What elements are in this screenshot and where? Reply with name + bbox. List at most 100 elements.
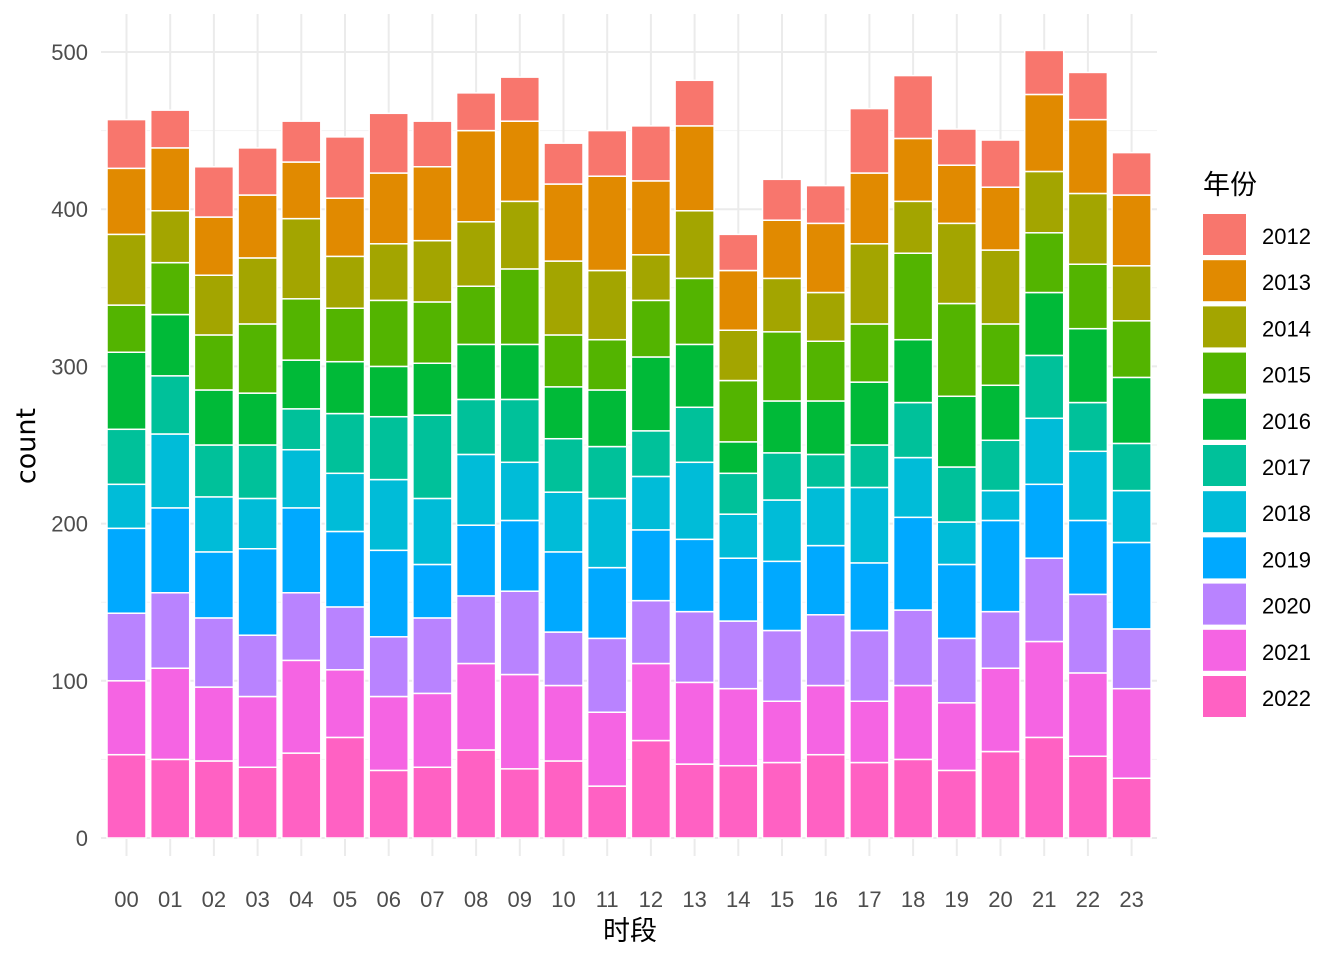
bar-segment-14-2022 xyxy=(718,764,759,839)
bar-segment-05-2013 xyxy=(324,197,366,258)
bar-segment-06-2017 xyxy=(368,415,409,481)
bar-segment-11-2018 xyxy=(586,497,628,569)
bar-segment-01-2017 xyxy=(149,375,191,435)
bar-segment-07-2021 xyxy=(412,692,453,769)
legend-label-2022: 2022 xyxy=(1262,686,1311,711)
bar-segment-11-2015 xyxy=(586,338,628,391)
y-tick-label: 500 xyxy=(51,40,88,65)
bar-segment-20-2013 xyxy=(980,186,1021,251)
bar-segment-20-2019 xyxy=(980,519,1021,613)
bar-segment-18-2013 xyxy=(892,137,934,203)
bar-segment-01-2016 xyxy=(149,313,191,377)
bar-segment-00-2016 xyxy=(106,351,147,431)
bar-segment-00-2015 xyxy=(106,304,147,353)
bar-segment-22-2012 xyxy=(1067,71,1109,121)
x-tick-label: 12 xyxy=(639,887,663,912)
bar-segment-19-2013 xyxy=(936,164,978,225)
legend-key-2018 xyxy=(1203,491,1246,533)
bar-segment-16-2019 xyxy=(805,544,846,616)
bar-segment-20-2015 xyxy=(980,323,1021,387)
bar-segment-04-2018 xyxy=(281,448,322,509)
bar-segment-09-2014 xyxy=(499,200,541,270)
bar-segment-02-2017 xyxy=(193,444,235,498)
bar-segment-09-2018 xyxy=(499,461,541,522)
legend-label-2012: 2012 xyxy=(1262,224,1311,249)
bar-segment-16-2017 xyxy=(805,453,846,489)
bar-segment-07-2020 xyxy=(412,617,453,695)
y-tick-label: 400 xyxy=(51,197,88,222)
x-tick-label: 10 xyxy=(551,887,575,912)
legend-key-2012 xyxy=(1203,214,1246,255)
bar-segment-12-2017 xyxy=(630,430,672,478)
bar-segment-09-2012 xyxy=(499,76,541,122)
bar-segment-23-2013 xyxy=(1111,194,1152,267)
x-tick-label: 20 xyxy=(988,887,1012,912)
bar-segment-14-2017 xyxy=(718,472,759,515)
bar-segment-02-2018 xyxy=(193,496,235,553)
bar-segment-01-2022 xyxy=(149,758,191,839)
bar-segment-12-2019 xyxy=(630,529,672,602)
bar-segment-15-2018 xyxy=(761,499,803,563)
bar-segment-01-2012 xyxy=(149,109,191,149)
bar-segment-18-2014 xyxy=(892,200,934,254)
bar-segment-20-2012 xyxy=(980,139,1021,188)
bar-segment-23-2016 xyxy=(1111,376,1152,445)
y-tick-label: 100 xyxy=(51,669,88,694)
bar-segment-17-2016 xyxy=(849,381,890,446)
bar-segment-20-2022 xyxy=(980,750,1021,839)
bar-segment-12-2013 xyxy=(630,180,672,256)
bar-segment-18-2020 xyxy=(892,609,934,687)
bar-segment-03-2017 xyxy=(237,444,278,500)
bar-segment-15-2021 xyxy=(761,700,803,764)
bar-segment-05-2016 xyxy=(324,360,366,415)
bar-segment-19-2018 xyxy=(936,521,978,566)
bar-segment-22-2014 xyxy=(1067,192,1109,265)
bar-segment-06-2016 xyxy=(368,365,409,418)
legend-key-2013 xyxy=(1203,260,1246,302)
bar-segment-03-2019 xyxy=(237,548,278,636)
legend-key-2019 xyxy=(1203,537,1246,579)
bar-segment-16-2016 xyxy=(805,400,846,456)
bar-segment-21-2015 xyxy=(1023,232,1065,294)
bar-segment-21-2018 xyxy=(1023,417,1065,486)
bar-segment-10-2019 xyxy=(543,551,584,633)
bar-segment-15-2022 xyxy=(761,761,803,839)
bar-segment-06-2014 xyxy=(368,243,409,302)
bar-segment-19-2019 xyxy=(936,563,978,640)
y-tick-label: 300 xyxy=(51,354,88,379)
bar-segment-22-2015 xyxy=(1067,263,1109,330)
bar-segment-09-2013 xyxy=(499,120,541,203)
legend-label-2016: 2016 xyxy=(1262,409,1311,434)
bar-segment-03-2021 xyxy=(237,695,278,769)
bar-segment-23-2014 xyxy=(1111,265,1152,322)
bar-segment-18-2019 xyxy=(892,516,934,611)
legend-key-2022 xyxy=(1203,676,1246,717)
bar-segment-17-2012 xyxy=(849,107,890,174)
x-tick-label: 19 xyxy=(945,887,969,912)
bar-segment-17-2021 xyxy=(849,700,890,764)
bar-segment-10-2013 xyxy=(543,183,584,262)
x-tick-label: 22 xyxy=(1076,887,1100,912)
bar-segment-02-2016 xyxy=(193,389,235,446)
x-tick-label: 04 xyxy=(289,887,313,912)
bar-segment-02-2020 xyxy=(193,617,235,688)
bar-segment-07-2014 xyxy=(412,239,453,303)
bar-segment-01-2013 xyxy=(149,147,191,212)
bar-segment-17-2017 xyxy=(849,444,890,489)
bar-segment-00-2021 xyxy=(106,680,147,756)
bar-segment-00-2020 xyxy=(106,612,147,682)
bar-segment-22-2019 xyxy=(1067,519,1109,596)
bar-segment-14-2016 xyxy=(718,441,759,475)
bar-segment-02-2015 xyxy=(193,334,235,391)
bar-segment-03-2018 xyxy=(237,497,278,550)
x-tick-label: 00 xyxy=(114,887,138,912)
bar-segment-20-2016 xyxy=(980,384,1021,442)
bar-segment-14-2021 xyxy=(718,687,759,767)
x-tick-label: 02 xyxy=(202,887,226,912)
bar-segment-14-2012 xyxy=(718,233,759,272)
bar-segment-01-2014 xyxy=(149,210,191,264)
bar-segment-21-2016 xyxy=(1023,291,1065,357)
x-tick-label: 03 xyxy=(245,887,269,912)
bar-segment-22-2017 xyxy=(1067,401,1109,453)
